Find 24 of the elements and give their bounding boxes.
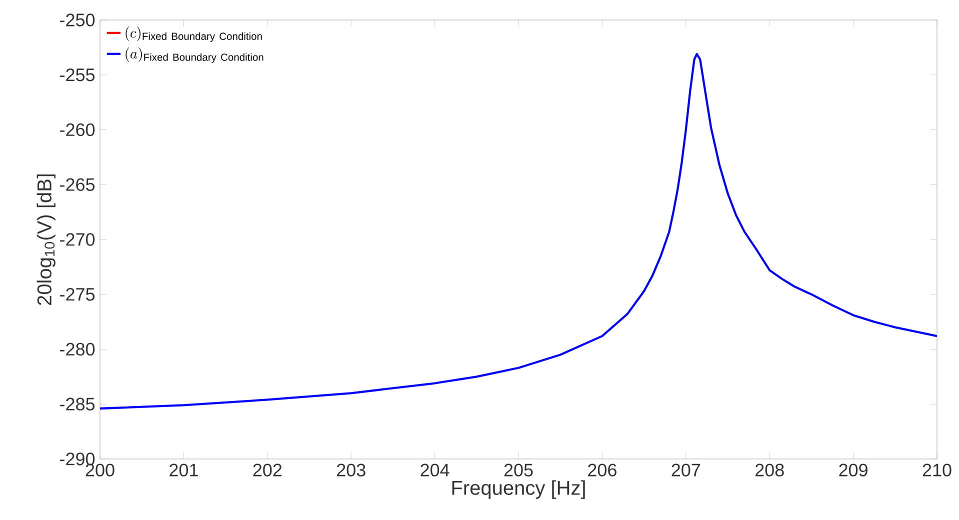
y-tick-label: -255 [60, 68, 95, 82]
y-tick-label: -285 [60, 398, 95, 410]
x-tick-label: 204 [420, 464, 450, 476]
y-tick-label: -260 [60, 123, 95, 136]
x-tick-label: 205 [504, 464, 533, 476]
x-tick-label: 208 [755, 464, 784, 476]
x-tick-label: 210 [922, 464, 952, 476]
y-tick-label: -250 [60, 14, 95, 26]
x-tick-label: 206 [588, 464, 616, 476]
legend-label: $(c)_{\mathrm{Fixed\ Boundary\ Condition}}$ [126, 26, 262, 42]
y-tick-label: -270 [60, 233, 95, 246]
y-tick-label: -275 [60, 288, 95, 301]
y-tick-label: -290 [60, 452, 95, 466]
y-tick-label: -280 [60, 342, 95, 356]
x-tick-label: 202 [253, 464, 282, 476]
y-tick-label: -265 [60, 178, 95, 191]
x-axis-title: Frequency [Hz] [452, 480, 585, 499]
x-tick-label: 203 [336, 464, 366, 476]
x-tick-label: 201 [170, 464, 198, 476]
x-tick-label: 200 [86, 464, 114, 476]
y-axis-title: 20log$_{10}$(V) [dB] [36, 174, 56, 305]
x-tick-label: 209 [839, 464, 868, 476]
x-tick-label: 207 [672, 464, 700, 476]
legend-label: $(a)_{\mathrm{Fixed\ Boundary\ Condition}}$ [126, 47, 264, 63]
